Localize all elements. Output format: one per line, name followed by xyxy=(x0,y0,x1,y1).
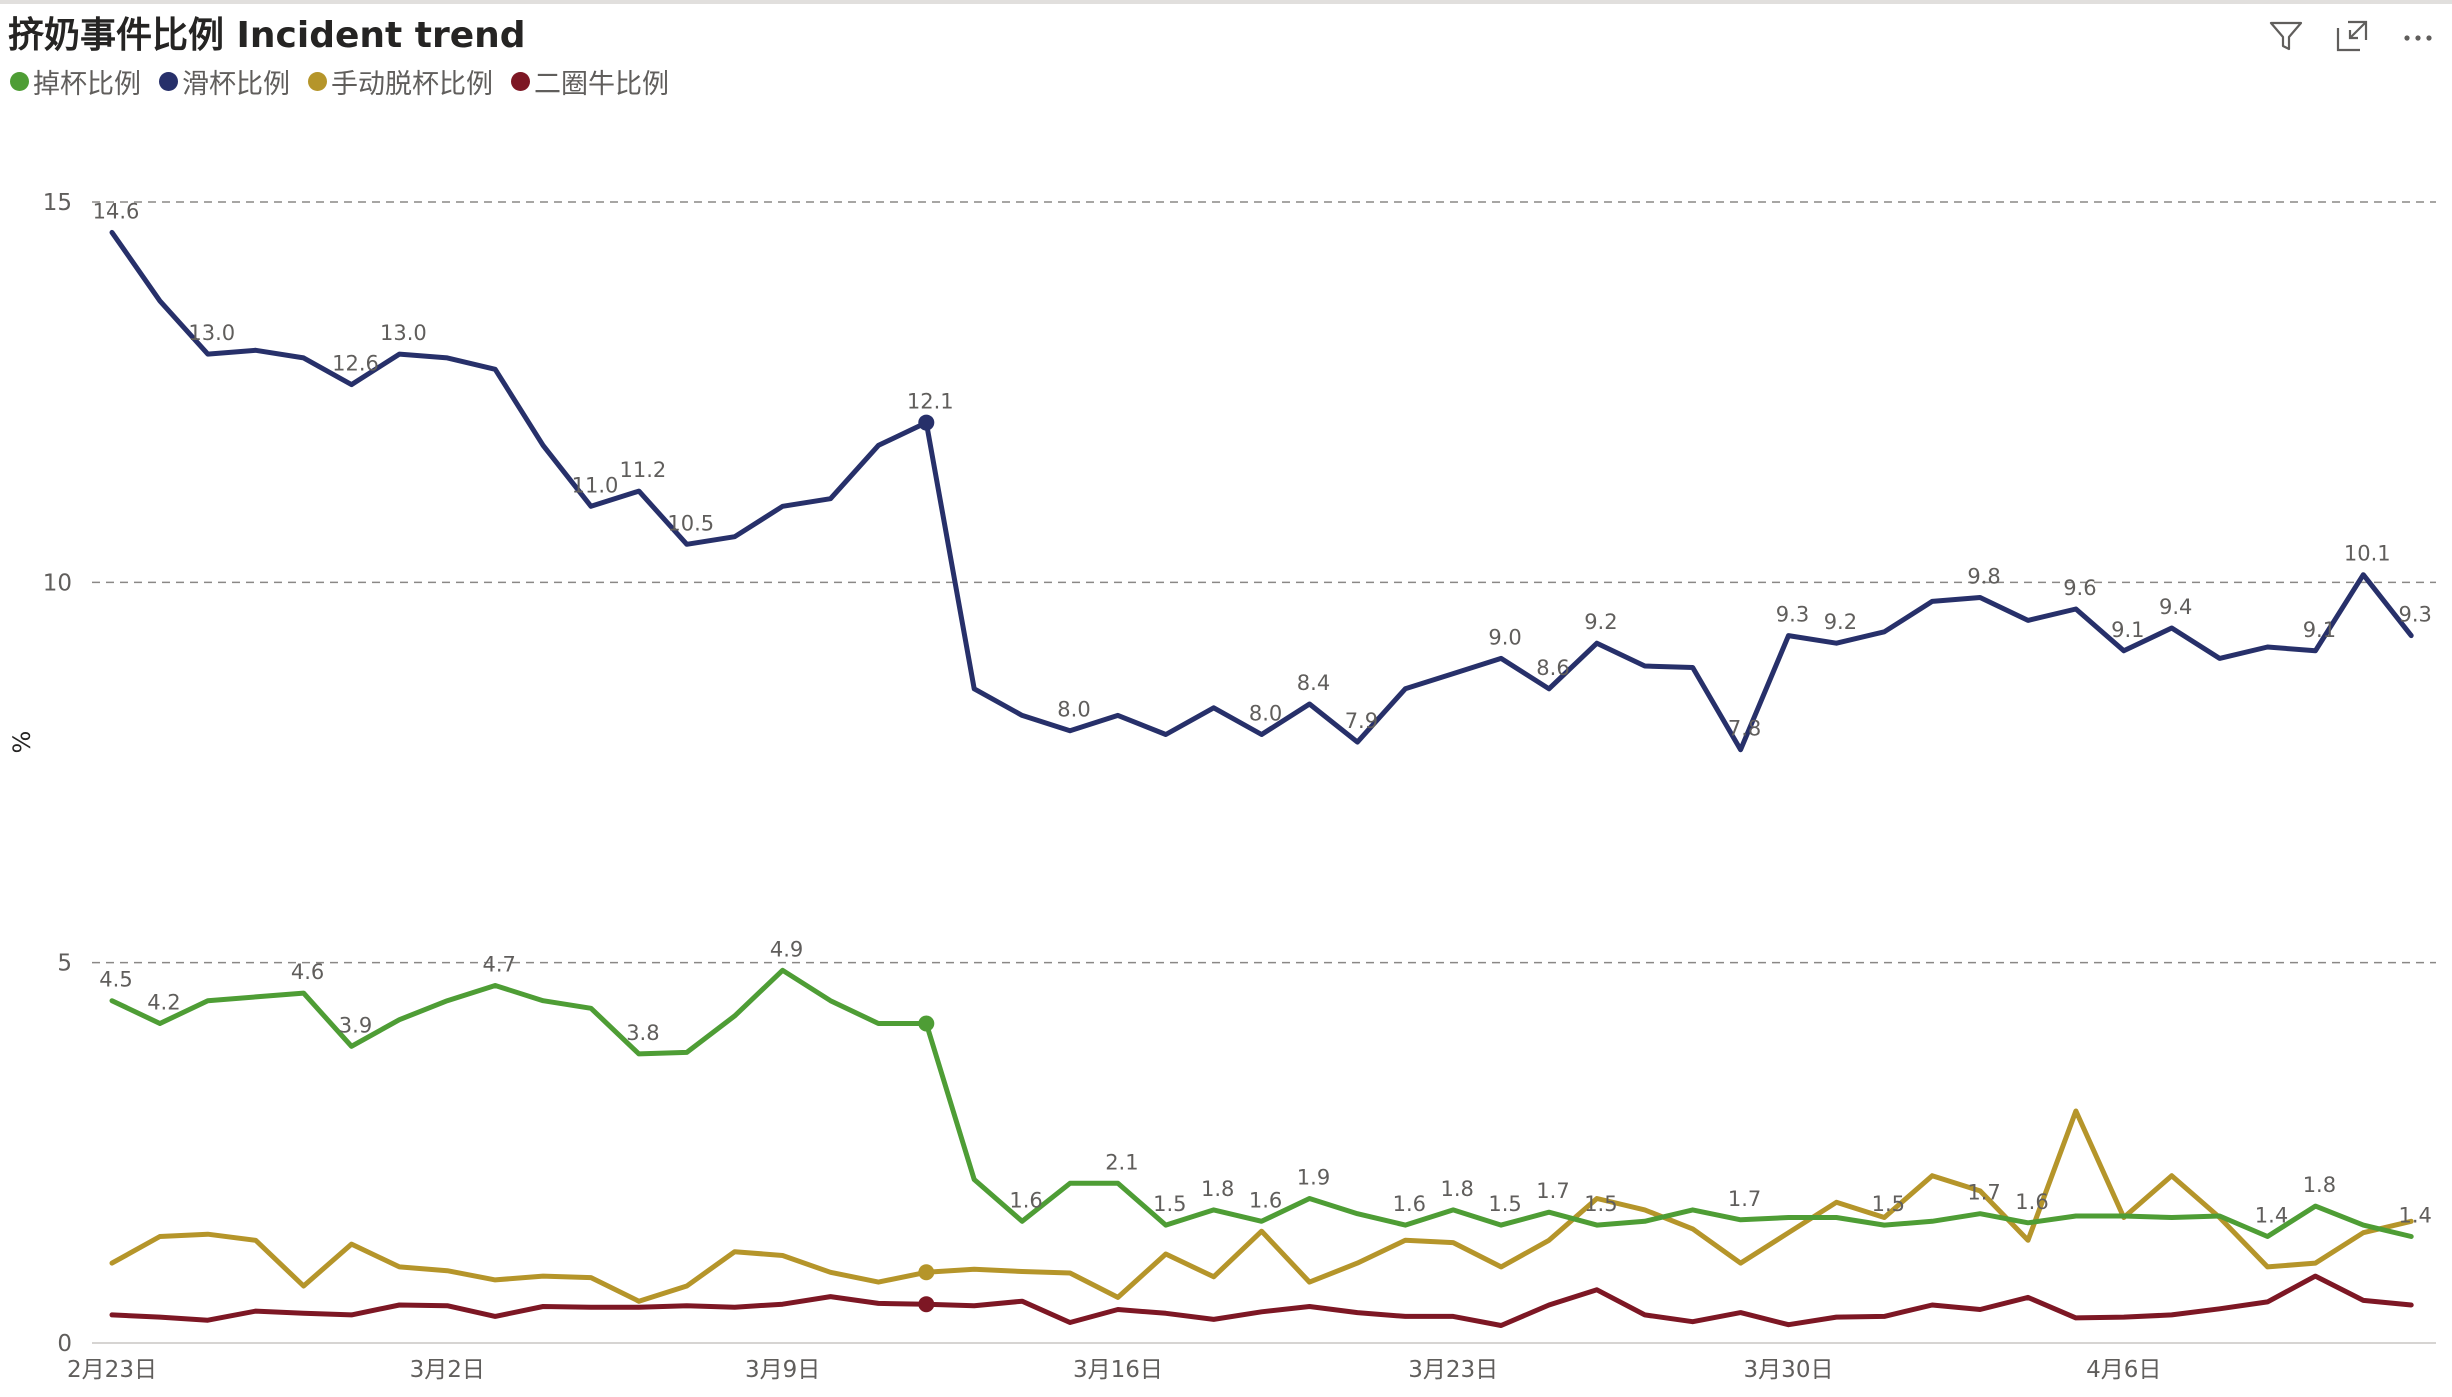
x-tick-label: 3月2日 xyxy=(410,1357,485,1383)
data-label: 1.8 xyxy=(1440,1177,1473,1201)
focus-mode-icon[interactable] xyxy=(2332,16,2372,56)
y-tick-label: 10 xyxy=(43,570,72,596)
legend-item-second-round-cow[interactable]: 二圈牛比例 xyxy=(511,62,669,101)
data-label: 4.2 xyxy=(147,991,180,1015)
legend-label: 二圈牛比例 xyxy=(534,69,669,100)
data-label: 1.7 xyxy=(1728,1187,1761,1211)
x-tick-label: 3月30日 xyxy=(1744,1357,1834,1383)
data-label: 1.5 xyxy=(1153,1192,1186,1216)
y-tick-label: 0 xyxy=(57,1331,72,1357)
series-line xyxy=(109,1108,2414,1304)
data-label: 1.4 xyxy=(2255,1204,2288,1228)
data-label: 4.5 xyxy=(99,968,132,992)
legend-label: 手动脱杯比例 xyxy=(331,69,493,100)
data-label: 7.8 xyxy=(1728,717,1761,741)
legend-marker xyxy=(159,72,178,91)
data-label: 12.1 xyxy=(907,390,954,414)
visual-top-edge xyxy=(0,0,2452,4)
data-label: 8.0 xyxy=(1057,698,1090,722)
series-line xyxy=(109,967,2414,1239)
legend-item-drop-cup[interactable]: 掉杯比例 xyxy=(10,62,141,101)
data-label: 11.2 xyxy=(620,458,667,482)
data-label: 4.6 xyxy=(291,960,324,984)
series-line xyxy=(109,1273,2414,1328)
data-label: 1.6 xyxy=(2015,1190,2048,1214)
data-label: 9.2 xyxy=(1584,610,1617,634)
data-label: 1.4 xyxy=(2398,1204,2431,1228)
data-label: 12.6 xyxy=(332,352,379,376)
data-label: 9.0 xyxy=(1488,625,1521,649)
legend: 掉杯比例 滑杯比例 手动脱杯比例 二圈牛比例 xyxy=(10,62,669,101)
data-label: 7.9 xyxy=(1345,709,1378,733)
x-tick-label: 4月6日 xyxy=(2086,1357,2161,1383)
legend-item-manual-detach[interactable]: 手动脱杯比例 xyxy=(308,62,493,101)
more-options-icon[interactable] xyxy=(2398,16,2438,56)
legend-marker xyxy=(10,72,29,91)
legend-item-slip-cup[interactable]: 滑杯比例 xyxy=(159,62,290,101)
x-tick-label: 3月16日 xyxy=(1073,1357,1163,1383)
data-label: 8.0 xyxy=(1249,701,1282,725)
data-label: 4.9 xyxy=(770,937,803,961)
data-label: 14.6 xyxy=(93,199,140,223)
x-tick-label: 3月23日 xyxy=(1408,1357,1498,1383)
data-label: 3.8 xyxy=(626,1021,659,1045)
y-tick-label: 5 xyxy=(57,951,72,977)
data-label: 9.1 xyxy=(2111,618,2144,642)
data-label: 1.8 xyxy=(1201,1177,1234,1201)
data-label: 2.1 xyxy=(1105,1150,1138,1174)
data-label: 9.3 xyxy=(1776,603,1809,627)
data-label: 1.6 xyxy=(1249,1188,1282,1212)
data-label: 8.4 xyxy=(1297,671,1330,695)
data-label: 1.8 xyxy=(2303,1173,2336,1197)
data-label: 1.9 xyxy=(1297,1165,1330,1189)
data-label: 1.6 xyxy=(1009,1188,1042,1212)
data-label: 9.4 xyxy=(2159,595,2192,619)
highlight-point xyxy=(918,1015,935,1032)
data-label: 1.7 xyxy=(1536,1179,1569,1203)
y-axis-title: % xyxy=(8,731,36,754)
highlight-point xyxy=(918,414,935,431)
y-tick-label: 15 xyxy=(43,190,72,216)
data-label: 3.9 xyxy=(339,1013,372,1037)
data-label: 9.3 xyxy=(2398,603,2431,627)
highlight-point xyxy=(918,1296,935,1313)
series-line xyxy=(109,229,2414,753)
x-tick-label: 3月9日 xyxy=(745,1357,820,1383)
data-label: 13.0 xyxy=(188,321,235,345)
legend-marker xyxy=(511,72,530,91)
legend-marker xyxy=(308,72,327,91)
data-label: 9.6 xyxy=(2063,576,2096,600)
data-label: 13.0 xyxy=(380,321,427,345)
data-label: 1.6 xyxy=(1393,1192,1426,1216)
chart-title: 挤奶事件比例 Incident trend xyxy=(8,15,526,56)
data-label: 1.5 xyxy=(1872,1192,1905,1216)
filter-icon[interactable] xyxy=(2266,16,2306,56)
x-tick-label: 2月23日 xyxy=(67,1357,157,1383)
data-label: 10.1 xyxy=(2344,542,2391,566)
legend-label: 滑杯比例 xyxy=(182,69,290,100)
data-label: 10.5 xyxy=(667,511,714,535)
highlight-point xyxy=(918,1264,935,1281)
data-label: 9.8 xyxy=(1967,565,2000,589)
data-label: 4.7 xyxy=(482,952,515,976)
visual-header-toolbar xyxy=(2266,16,2438,56)
data-label: 8.6 xyxy=(1536,656,1569,680)
data-label: 1.7 xyxy=(1967,1181,2000,1205)
data-label: 11.0 xyxy=(572,473,619,497)
legend-label: 掉杯比例 xyxy=(33,69,141,100)
data-label: 1.5 xyxy=(1584,1192,1617,1216)
data-label: 9.2 xyxy=(1824,610,1857,634)
data-label: 1.5 xyxy=(1488,1192,1521,1216)
data-label: 9.1 xyxy=(2303,618,2336,642)
